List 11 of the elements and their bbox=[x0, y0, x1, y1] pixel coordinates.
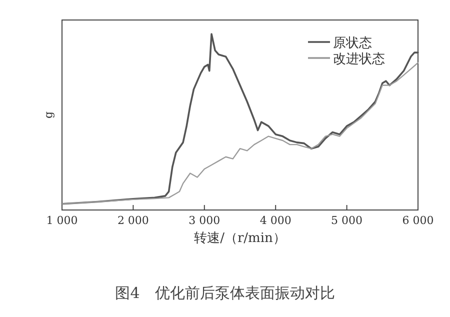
x-tick-label: 1 000 bbox=[46, 214, 78, 227]
x-tick-label: 6 000 bbox=[402, 214, 434, 227]
x-tick-label: 4 000 bbox=[260, 214, 292, 227]
x-tick-label: 5 000 bbox=[331, 214, 363, 227]
x-tick-label: 3 000 bbox=[188, 214, 220, 227]
legend-label: 改进状态 bbox=[333, 52, 385, 67]
legend-label: 原状态 bbox=[333, 36, 372, 51]
x-tick-label: 2 000 bbox=[117, 214, 149, 227]
text: 图4 优化前后泵体表面振动对比 bbox=[115, 284, 335, 302]
y-axis-title: g bbox=[42, 111, 55, 119]
x-axis-title: 转速/（r/min） bbox=[194, 231, 286, 246]
